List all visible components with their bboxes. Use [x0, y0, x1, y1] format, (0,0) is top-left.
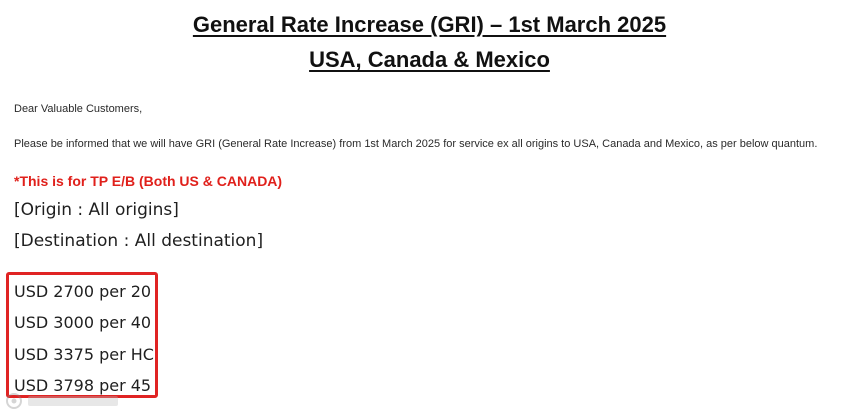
rate-20ft: USD 2700 per 20: [14, 282, 152, 301]
notice-text: Please be informed that we will have GRI…: [14, 138, 818, 150]
rate-40ft: USD 3000 per 40: [14, 313, 152, 332]
page-subtitle: USA, Canada & Mexico: [309, 47, 550, 72]
rate-45ft: USD 3798 per 45: [14, 376, 152, 395]
rate-hc: USD 3375 per HC: [14, 345, 154, 364]
scope-note: *This is for TP E/B (Both US & CANADA): [14, 173, 283, 189]
watermark-logo-icon: [6, 393, 118, 409]
page-title: General Rate Increase (GRI) – 1st March …: [192, 12, 667, 37]
greeting-text: Dear Valuable Customers,: [14, 103, 143, 115]
rates-highlight-box: [6, 272, 158, 398]
destination-line: [Destination : All destination]: [14, 231, 264, 251]
origin-line: [Origin : All origins]: [14, 200, 179, 220]
